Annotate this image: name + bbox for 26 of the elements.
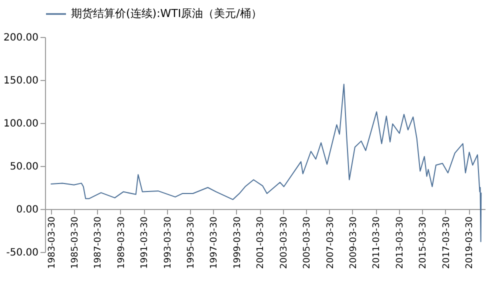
x-tick-label: 1999-03-30 bbox=[232, 216, 243, 269]
x-tick-label: 1989-03-30 bbox=[116, 216, 127, 269]
y-tick-label: -50.00 bbox=[6, 248, 38, 258]
x-tick-label: 2011-03-30 bbox=[372, 216, 382, 269]
x-tick-label: 2019-03-30 bbox=[465, 216, 476, 269]
legend-label: 期货结算价(连续):WTI原油（美元/桶） bbox=[71, 7, 262, 20]
x-tick-label: 2013-03-30 bbox=[395, 216, 406, 269]
x-tick-label: 2017-03-30 bbox=[442, 216, 452, 269]
x-tick-label: 2009-03-30 bbox=[348, 216, 359, 269]
y-tick-label: 150.00 bbox=[4, 76, 38, 86]
y-tick-label: 100.00 bbox=[4, 118, 38, 130]
x-tick-label: 2001-03-30 bbox=[256, 216, 266, 269]
x-tick-label: 1985-03-30 bbox=[70, 216, 80, 269]
x-tick-label: 2007-03-30 bbox=[326, 216, 336, 269]
x-tick-label: 1995-03-30 bbox=[186, 216, 197, 269]
x-tick-label: 1983-03-30 bbox=[47, 216, 58, 269]
x-tick-label: 2005-03-30 bbox=[302, 216, 313, 269]
x-tick-label: 1993-03-30 bbox=[163, 216, 174, 269]
y-tick-label: 0.00 bbox=[16, 204, 38, 216]
x-tick-label: 2015-03-30 bbox=[418, 216, 429, 269]
y-tick-label: 50.00 bbox=[10, 162, 38, 172]
x-tick-label: 2003-03-30 bbox=[279, 216, 290, 269]
y-tick-label: 200.00 bbox=[4, 32, 38, 44]
x-tick-label: 1991-03-30 bbox=[140, 216, 150, 269]
x-tick-label: 1987-03-30 bbox=[94, 216, 104, 269]
x-tick-label: 1997-03-30 bbox=[210, 216, 220, 269]
